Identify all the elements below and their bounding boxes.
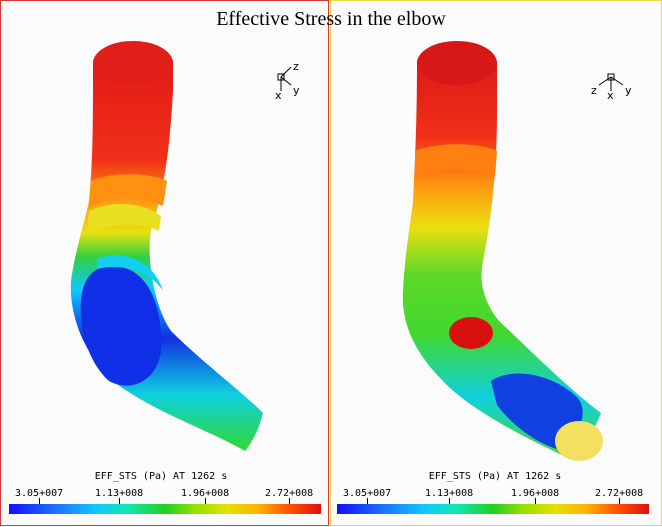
right-elbow-plot xyxy=(402,41,603,461)
right-axis-x-label: x xyxy=(607,89,614,102)
right-legend-tickmark-2 xyxy=(449,498,450,504)
right-axis-y-label: y xyxy=(625,84,632,97)
right-legend-tick-1: 3.05+007 xyxy=(343,488,392,499)
left-axis-z-label: z xyxy=(293,60,299,73)
left-elbow-blue-region xyxy=(80,266,162,386)
left-color-scale-bar xyxy=(9,504,321,514)
left-axis-glyph xyxy=(269,61,309,108)
left-elbow-plot xyxy=(70,41,264,451)
left-legend-tickmark-3 xyxy=(205,498,206,504)
left-legend-tickmark-1 xyxy=(39,498,40,504)
right-elbow-red-hotspot xyxy=(449,317,493,349)
left-elbow-yellow-band xyxy=(87,204,161,233)
left-elbow-cyan-fringe xyxy=(97,255,163,291)
left-legend-caption: EFF_STS (Pa) AT 1262 s xyxy=(94,471,228,482)
left-legend-tick-2: 1.13+008 xyxy=(95,488,144,499)
left-legend-tickmark-4 xyxy=(289,498,290,504)
left-legend-tick-3: 1.96+008 xyxy=(181,488,230,499)
right-axis-glyph xyxy=(593,61,633,108)
right-elbow-orange-band xyxy=(415,144,497,177)
left-legend-ticks: 3.05+007 1.13+008 1.96+008 2.72+008 xyxy=(1,488,331,502)
right-legend-tickmark-4 xyxy=(619,498,620,504)
left-elbow-orange-band xyxy=(89,174,167,207)
right-legend-tickmark-1 xyxy=(367,498,368,504)
right-legend-tickmark-3 xyxy=(535,498,536,504)
left-legend-tick-1: 3.05+007 xyxy=(15,488,64,499)
right-elbow-outlet-opening xyxy=(555,421,603,461)
right-legend-tick-2: 1.13+008 xyxy=(425,488,474,499)
right-legend-tick-3: 1.96+008 xyxy=(511,488,560,499)
left-elbow-top-cap xyxy=(93,41,173,85)
right-legend-ticks: 3.05+007 1.13+008 1.96+008 2.72+008 xyxy=(331,488,661,502)
left-legend-tickmark-2 xyxy=(119,498,120,504)
left-viewport[interactable]: z y x EFF_STS (Pa) AT 1262 s 3.05+007 1.… xyxy=(0,0,329,526)
right-legend-tick-4: 2.72+008 xyxy=(595,488,644,499)
left-legend-tick-4: 2.72+008 xyxy=(265,488,314,499)
right-viewport[interactable]: z x y EFF_STS (Pa) AT 1262 s 3.05+007 1.… xyxy=(330,0,662,526)
left-elbow-shape xyxy=(70,46,264,451)
left-axis-x-label: x xyxy=(275,89,282,102)
right-elbow-top-cap xyxy=(417,41,497,85)
right-color-scale-bar xyxy=(337,504,649,514)
left-axis-y-label: y xyxy=(293,84,300,97)
right-axis-z-label: z xyxy=(591,84,597,97)
right-legend-caption: EFF_STS (Pa) AT 1262 s xyxy=(428,471,562,482)
